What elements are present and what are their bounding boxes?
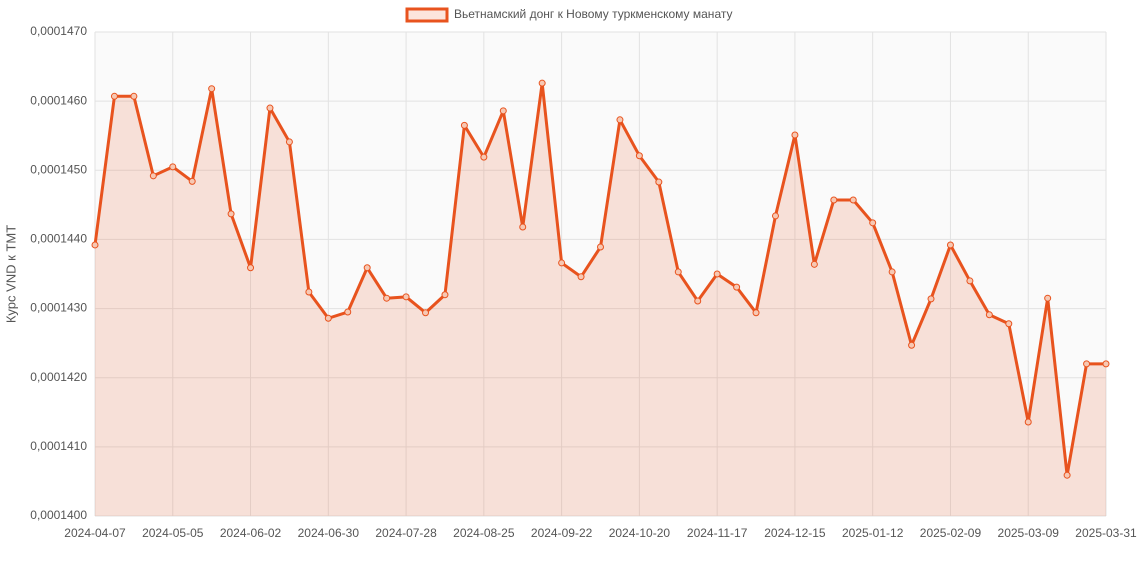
y-tick-label: 0,0001430 — [30, 301, 87, 315]
point — [849, 196, 857, 204]
point — [188, 177, 196, 185]
x-tick-label: 2025-01-12 — [842, 526, 904, 540]
point — [888, 268, 896, 276]
point — [110, 92, 118, 100]
area — [95, 83, 1106, 516]
x-tick-label: 2024-12-15 — [764, 526, 826, 540]
point — [149, 172, 157, 180]
point — [1063, 471, 1071, 479]
point — [869, 219, 877, 227]
point — [402, 293, 410, 301]
point — [771, 212, 779, 220]
point — [713, 270, 721, 278]
point — [247, 264, 255, 272]
x-tick-label: 2024-11-17 — [687, 526, 748, 540]
point — [655, 178, 663, 186]
y-tick-label: 0,0001440 — [30, 232, 87, 246]
y-tick-label: 0,0001420 — [30, 370, 87, 384]
point — [597, 243, 604, 251]
x-tick-label: 2024-08-25 — [453, 526, 515, 540]
point — [538, 79, 546, 87]
point — [558, 259, 566, 267]
x-tick-label: 2024-10-20 — [609, 526, 671, 540]
point — [480, 153, 488, 161]
point — [791, 131, 799, 139]
point — [733, 283, 741, 291]
x-tick-label: 2024-06-30 — [298, 526, 360, 540]
point — [344, 308, 352, 316]
point — [1005, 320, 1013, 328]
point — [285, 138, 293, 146]
point — [519, 223, 527, 231]
y-tick-label: 0,0001400 — [30, 508, 87, 522]
point — [266, 104, 274, 112]
x-tick-label: 2024-05-05 — [142, 526, 204, 540]
point — [383, 294, 391, 302]
point — [577, 273, 585, 281]
point — [460, 121, 468, 129]
point — [946, 241, 954, 249]
x-tick-label: 2024-07-28 — [375, 526, 437, 540]
point — [1102, 360, 1110, 368]
x-tick-label: 2024-06-02 — [220, 526, 282, 540]
point — [694, 297, 702, 305]
point — [985, 311, 993, 319]
point — [499, 107, 507, 115]
point — [208, 85, 216, 93]
x-tick-label: 2024-09-22 — [531, 526, 593, 540]
point — [130, 92, 138, 100]
point — [674, 268, 682, 276]
point — [752, 309, 760, 317]
point — [635, 152, 643, 160]
point — [324, 314, 332, 322]
point — [927, 295, 935, 303]
point — [810, 260, 818, 268]
point — [363, 264, 371, 272]
point — [305, 288, 313, 296]
y-tick-label: 0,0001450 — [30, 162, 87, 176]
y-tick-label: 0,0001410 — [30, 439, 87, 453]
point — [441, 291, 449, 299]
point — [169, 163, 177, 171]
x-tick-label: 2025-03-09 — [998, 526, 1060, 540]
point — [91, 241, 99, 249]
point — [830, 196, 838, 204]
point — [1083, 360, 1091, 368]
point — [908, 341, 916, 349]
point — [422, 309, 430, 317]
point — [616, 116, 624, 124]
legend-label: Вьетнамский донг к Новому туркменскому м… — [454, 7, 732, 21]
point — [1044, 294, 1052, 302]
point — [1024, 418, 1032, 426]
x-tick-label: 2025-03-31 — [1075, 526, 1137, 540]
plot-area — [95, 32, 1106, 516]
y-axis-title: Курс VND к TMT — [3, 225, 18, 323]
legend-swatch — [405, 7, 449, 23]
y-tick-label: 0,0001470 — [30, 24, 87, 38]
x-tick-label: 2024-04-07 — [64, 526, 126, 540]
y-tick-label: 0,0001460 — [30, 93, 87, 107]
point — [966, 277, 974, 285]
x-tick-label: 2025-02-09 — [920, 526, 982, 540]
point — [227, 210, 235, 218]
